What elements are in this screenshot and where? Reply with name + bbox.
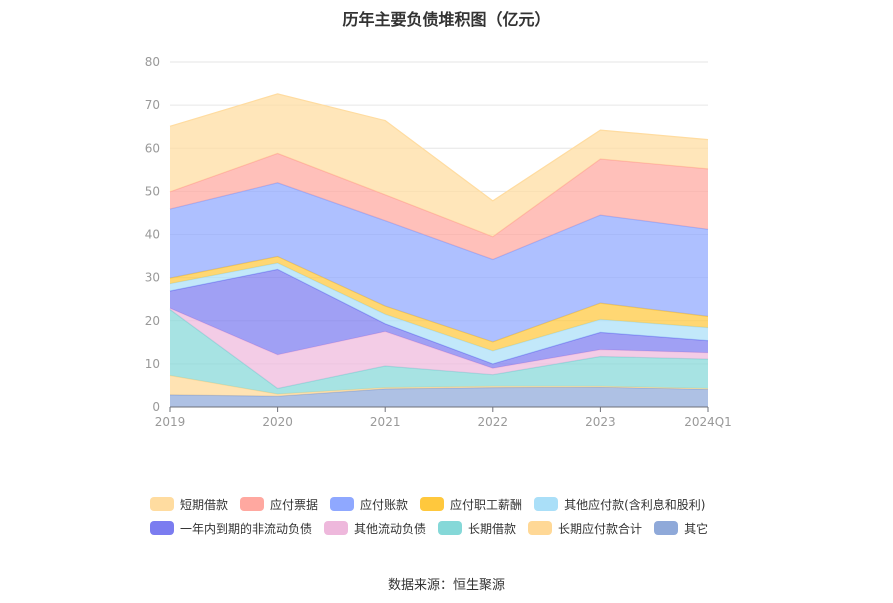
area-9[interactable]: [170, 93, 708, 237]
legend-swatch: [324, 521, 349, 535]
legend-item[interactable]: 其它: [654, 520, 708, 536]
area-edge-9: [169, 93, 709, 202]
stacked-area-chart: 0 10 20 30 40 50 60 70 80 2019 2020 2021 2022 2023 202…: [145, 55, 732, 429]
x-tick-label: 2021: [370, 415, 401, 429]
legend-item[interactable]: 一年内到期的非流动负债: [150, 520, 312, 536]
legend-swatch: [420, 497, 445, 511]
area-5[interactable]: [170, 263, 708, 364]
area-edge-5: [169, 262, 709, 352]
legend-swatch: [654, 521, 679, 535]
legend-label: 其他应付款(含利息和股利): [564, 497, 706, 512]
legend-label: 长期应付款合计: [558, 521, 643, 536]
y-tick-label: 50: [145, 184, 160, 198]
legend-swatch: [150, 521, 174, 535]
area-4[interactable]: [170, 269, 708, 369]
y-tick-label: 70: [145, 98, 160, 112]
source-note: 数据来源：恒生聚源: [387, 578, 505, 593]
area-edge-4: [169, 268, 709, 365]
legend-item[interactable]: 其他流动负债: [324, 520, 426, 536]
area-series: [169, 93, 709, 407]
legend-swatch: [534, 497, 559, 511]
legend-label: 长期借款: [468, 521, 517, 536]
legend-item[interactable]: 应付职工薪酬: [420, 496, 522, 512]
legend-swatch: [528, 521, 553, 535]
area-1[interactable]: [170, 375, 708, 397]
x-tick-label: 2019: [155, 415, 186, 429]
y-tick-label: 20: [145, 314, 160, 328]
x-tick-label: 2023: [585, 415, 616, 429]
legend-swatch: [240, 497, 265, 511]
y-tick-label: 30: [145, 271, 160, 285]
legend-swatch: [150, 497, 174, 511]
legend-item[interactable]: 长期应付款合计: [528, 520, 642, 536]
legend-item[interactable]: 应付票据: [240, 496, 318, 512]
area-8[interactable]: [170, 153, 708, 260]
legend-label: 一年内到期的非流动负债: [180, 521, 313, 536]
chart-title: 历年主要负债堆积图（亿元）: [342, 10, 551, 29]
legend-item[interactable]: 短期借款: [150, 496, 228, 512]
legend-swatch: [438, 521, 463, 535]
y-tick-label: 60: [145, 141, 160, 155]
axes: 0 10 20 30 40 50 60 70 80 2019 2020 2021 2022 2023 202…: [145, 55, 732, 429]
y-tick-label: 80: [145, 55, 160, 69]
legend-item[interactable]: 其他应付款(含利息和股利): [534, 496, 705, 512]
legend-item[interactable]: 应付账款: [330, 496, 408, 512]
area-6[interactable]: [170, 256, 708, 351]
legend-label: 其他流动负债: [354, 521, 427, 536]
legend-label: 应付账款: [360, 497, 409, 512]
y-tick-label: 40: [145, 228, 160, 242]
x-tick-label: 2022: [478, 415, 509, 429]
legend-item[interactable]: 长期借款: [438, 520, 516, 536]
legend: 短期借款 应付票据 应付账款 应付职工薪酬 其他应付款(含利息和股利) 一年内到期的非流动…: [150, 496, 790, 536]
legend-label: 应付职工薪酬: [450, 497, 523, 512]
area-0[interactable]: [170, 387, 708, 407]
legend-label: 其它: [684, 521, 709, 536]
x-tick-label: 2024Q1: [684, 415, 732, 429]
y-tick-label: 10: [145, 357, 160, 371]
y-tick-label: 0: [152, 400, 160, 414]
legend-swatch: [330, 497, 355, 511]
x-tick-label: 2020: [262, 415, 293, 429]
area-3[interactable]: [170, 308, 708, 389]
area-7[interactable]: [170, 182, 708, 342]
area-2[interactable]: [170, 309, 708, 395]
legend-label: 应付票据: [270, 497, 319, 512]
legend-label: 短期借款: [180, 497, 229, 512]
